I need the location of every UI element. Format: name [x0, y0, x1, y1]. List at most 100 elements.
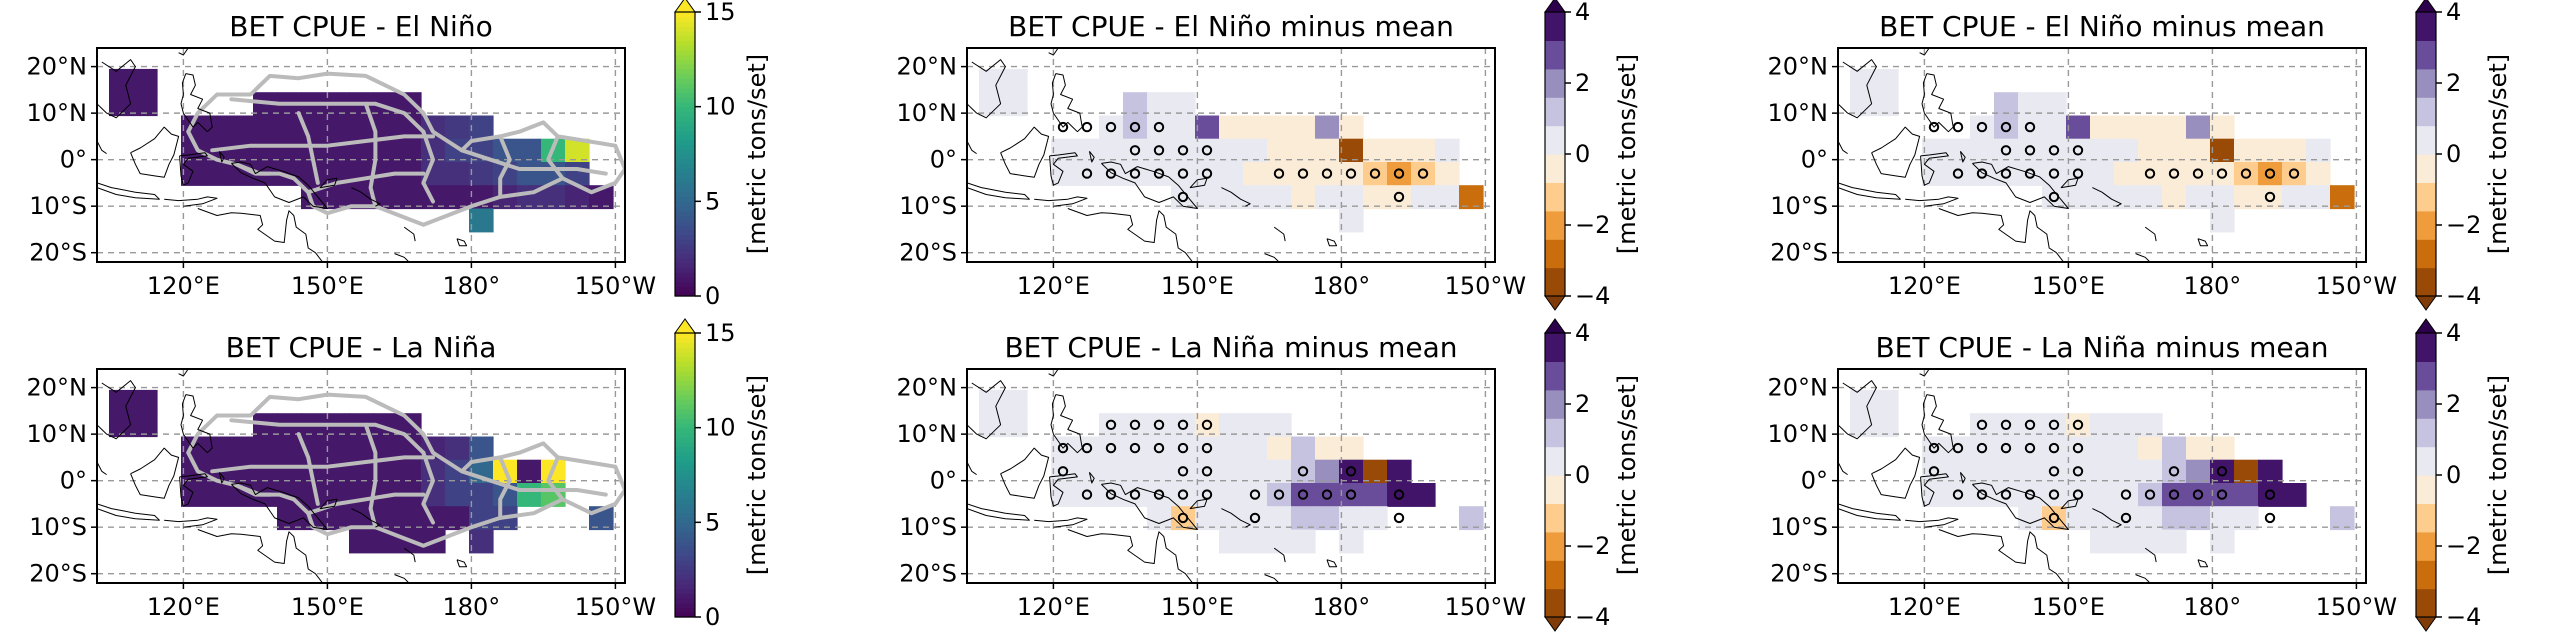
- lat-tick-label: 0°: [1801, 467, 1828, 495]
- grid-cell: [1435, 185, 1460, 210]
- significance-marker: [1129, 489, 1141, 500]
- map-frame: [966, 47, 1496, 263]
- grid-cell: [2114, 459, 2139, 484]
- colorbar-tick-label: 4: [2446, 0, 2461, 26]
- significance-marker: [2000, 442, 2012, 454]
- grid-cell: [2090, 506, 2115, 531]
- significance-marker: [2048, 489, 2060, 500]
- colorbar-segment: [1545, 267, 1565, 297]
- colorbar-segment: [675, 564, 695, 571]
- grid-cell: [1291, 138, 1316, 163]
- significance-marker: [2216, 466, 2228, 477]
- colorbar-segment: [2416, 475, 2436, 504]
- colorbar-tick-label: −2: [2446, 532, 2481, 560]
- colorbar-segment: [675, 361, 695, 367]
- coastline: [1221, 508, 1251, 528]
- coastline: [1264, 253, 1280, 262]
- colorbar-segment: [675, 168, 695, 174]
- significance-marker: [2024, 489, 2036, 500]
- colorbar-segment: [675, 277, 695, 283]
- grid-cell: [1411, 162, 1436, 186]
- colorbar-segment: [2416, 560, 2436, 590]
- grid-cell: [301, 483, 326, 507]
- grid-cell: [1435, 162, 1460, 186]
- grid-cell: [1171, 483, 1196, 507]
- colorbar-segment: [1545, 503, 1565, 533]
- grid-cell: [2066, 436, 2091, 461]
- colorbar-tick-label: 0: [705, 603, 720, 631]
- lat-tick-label: 20°S: [29, 560, 87, 588]
- grid-cell: [2138, 138, 2163, 163]
- colorbar-segment: [675, 432, 695, 438]
- grid-cell: [2138, 506, 2163, 531]
- grid-cell: [1994, 92, 2019, 117]
- grid-cell: [1874, 92, 1899, 117]
- grid-cell: [2066, 506, 2091, 531]
- grid-cell: [2018, 115, 2043, 140]
- lat-tick-label: 10°N: [897, 420, 958, 448]
- grid-cell: [979, 413, 1004, 438]
- significance-marker: [2216, 489, 2228, 500]
- grid-cell: [1874, 68, 1899, 93]
- panel-title: BET CPUE - La Niña minus mean: [1875, 331, 2328, 364]
- grid-cell: [1147, 436, 1172, 461]
- grid-cell: [1291, 483, 1316, 507]
- colorbar-segment: [1545, 12, 1565, 41]
- grid-cell: [2138, 459, 2163, 484]
- colorbar-segment: [675, 470, 695, 476]
- grid-cell: [205, 436, 230, 461]
- coastline: [351, 508, 381, 528]
- grid-cell: [277, 115, 302, 140]
- grid-cell: [349, 115, 374, 140]
- colorbar-segment: [675, 172, 695, 179]
- coastline: [218, 150, 225, 163]
- colorbar-segment: [1545, 588, 1565, 618]
- grid-cell: [2018, 436, 2043, 461]
- coastline: [2197, 238, 2209, 247]
- grid-cell: [301, 162, 326, 186]
- colorbar-segment: [675, 612, 695, 618]
- grid-cell: [1970, 459, 1995, 484]
- grid-cell: [229, 436, 254, 461]
- coastline: [351, 187, 381, 207]
- grid-cell: [2138, 529, 2163, 554]
- lat-tick-label: 0°: [930, 146, 957, 174]
- lon-tick-label: 150°W: [1445, 593, 1527, 621]
- lat-tick-label: 20°N: [897, 53, 958, 81]
- grid-cell: [2162, 483, 2187, 507]
- significance-marker: [1273, 168, 1285, 179]
- colorbar-segment: [675, 404, 695, 410]
- grid-cell: [373, 436, 398, 461]
- lon-tick-label: 150°W: [575, 593, 657, 621]
- significance-marker: [1129, 419, 1141, 430]
- panel-title: BET CPUE - El Niño minus mean: [1008, 10, 1454, 43]
- grid-cell: [1219, 413, 1244, 438]
- grid-cell: [2162, 162, 2187, 186]
- significance-marker: [1297, 168, 1309, 179]
- coastline: [1049, 152, 1078, 186]
- colorbar-segment: [1545, 361, 1565, 391]
- coastline: [180, 394, 213, 454]
- grid-cell: [2234, 459, 2259, 484]
- significance-marker: [1297, 466, 1309, 477]
- colorbar-segment: [675, 149, 695, 155]
- colorbar-segment: [1545, 154, 1565, 183]
- colorbar-extend-max: [1544, 0, 1566, 13]
- grid-cell: [1339, 115, 1364, 140]
- grid-cell: [2258, 185, 2283, 210]
- colorbar-segment: [675, 512, 695, 519]
- colorbar-segment: [675, 418, 695, 424]
- grid-cell: [2186, 185, 2211, 210]
- colorbar-segment: [2416, 40, 2436, 70]
- grid-cell: [1994, 483, 2019, 507]
- significance-marker: [1976, 168, 1988, 179]
- grid-cell: [1435, 138, 1460, 163]
- grid-cell: [1850, 389, 1875, 414]
- lat-tick-label: 20°N: [897, 374, 958, 402]
- grid-cell: [133, 68, 158, 93]
- lat-tick-label: 10°S: [29, 192, 87, 220]
- grid-cell: [1123, 92, 1148, 117]
- grid-cell: [1195, 413, 1220, 438]
- colorbar-tick-label: 0: [2446, 140, 2461, 168]
- colorbar-segment: [675, 97, 695, 103]
